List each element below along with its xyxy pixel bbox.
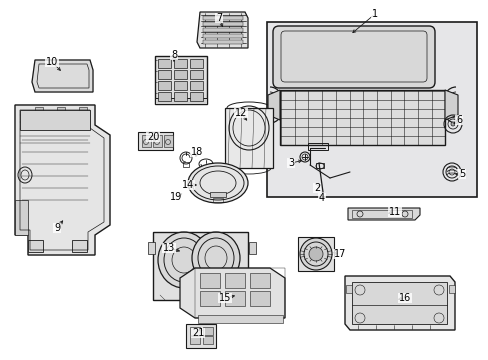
Bar [190,336,200,344]
Bar [203,34,243,38]
Polygon shape [347,208,419,220]
Bar [153,232,247,300]
Polygon shape [32,60,93,92]
Polygon shape [15,200,28,235]
Text: 21: 21 [191,328,204,338]
Polygon shape [15,105,110,255]
Polygon shape [345,276,454,330]
Bar [190,70,203,79]
Text: 1: 1 [371,9,377,19]
Polygon shape [351,282,446,324]
Text: 5: 5 [458,169,464,179]
Text: 19: 19 [169,192,182,202]
Bar [158,59,171,68]
Bar [155,56,206,104]
Bar [200,291,220,306]
Text: 9: 9 [54,223,60,233]
Bar [28,240,43,252]
Bar [158,92,171,101]
Bar [153,135,162,147]
Bar [57,107,65,112]
Text: 20: 20 [146,132,159,142]
Bar [174,70,186,79]
FancyBboxPatch shape [272,26,434,88]
Ellipse shape [299,238,331,270]
Bar [190,92,203,101]
Bar [249,291,269,306]
Text: 4: 4 [318,193,325,203]
Text: 6: 6 [455,115,461,125]
Bar [266,22,476,197]
Ellipse shape [187,163,247,203]
Bar [148,242,155,254]
Ellipse shape [192,232,240,284]
Bar [203,336,213,344]
Polygon shape [15,105,110,255]
Bar [72,240,87,252]
Bar [307,143,327,150]
Bar [351,210,411,218]
Polygon shape [267,90,280,120]
Bar [203,16,243,20]
Bar [249,273,269,288]
Bar [202,168,209,172]
Text: 12: 12 [234,108,246,118]
Bar [79,107,87,112]
Bar [183,162,189,167]
Bar [248,242,256,254]
Bar [315,163,324,168]
Polygon shape [32,60,93,92]
Polygon shape [180,268,285,318]
Text: 18: 18 [190,147,203,157]
Ellipse shape [450,122,454,126]
Text: 7: 7 [215,13,222,23]
Bar [203,28,243,32]
Bar [209,192,225,197]
Bar [35,107,43,112]
Text: 13: 13 [163,243,175,253]
Bar [200,273,220,288]
Bar [280,90,444,145]
Bar [158,81,171,90]
Bar [138,132,173,150]
Ellipse shape [308,247,323,261]
Text: 2: 2 [313,183,320,193]
Bar [448,285,454,293]
Bar [224,291,244,306]
Bar [174,81,186,90]
Bar [213,198,223,202]
Bar [163,135,173,147]
Bar [190,81,203,90]
Bar [174,59,186,68]
Text: 14: 14 [182,180,194,190]
Text: 11: 11 [388,207,400,217]
Polygon shape [197,12,247,48]
Bar [190,59,203,68]
Bar [158,70,171,79]
Bar [297,237,333,271]
Bar [198,315,283,323]
Bar [203,22,243,26]
Bar [203,40,243,44]
Bar [224,273,244,288]
Text: 15: 15 [218,293,231,303]
Bar [174,92,186,101]
Bar [190,327,200,335]
Polygon shape [20,110,90,130]
Polygon shape [444,90,457,120]
Bar [346,285,351,293]
Ellipse shape [158,232,209,288]
Text: 10: 10 [46,57,58,67]
Text: 3: 3 [287,158,293,168]
Text: 8: 8 [171,50,177,60]
Text: 17: 17 [333,249,346,259]
Bar [142,135,151,147]
Text: 16: 16 [398,293,410,303]
Bar [203,327,213,335]
Bar [185,324,216,348]
Bar [224,108,272,168]
Bar [155,98,206,104]
Bar [195,268,285,318]
